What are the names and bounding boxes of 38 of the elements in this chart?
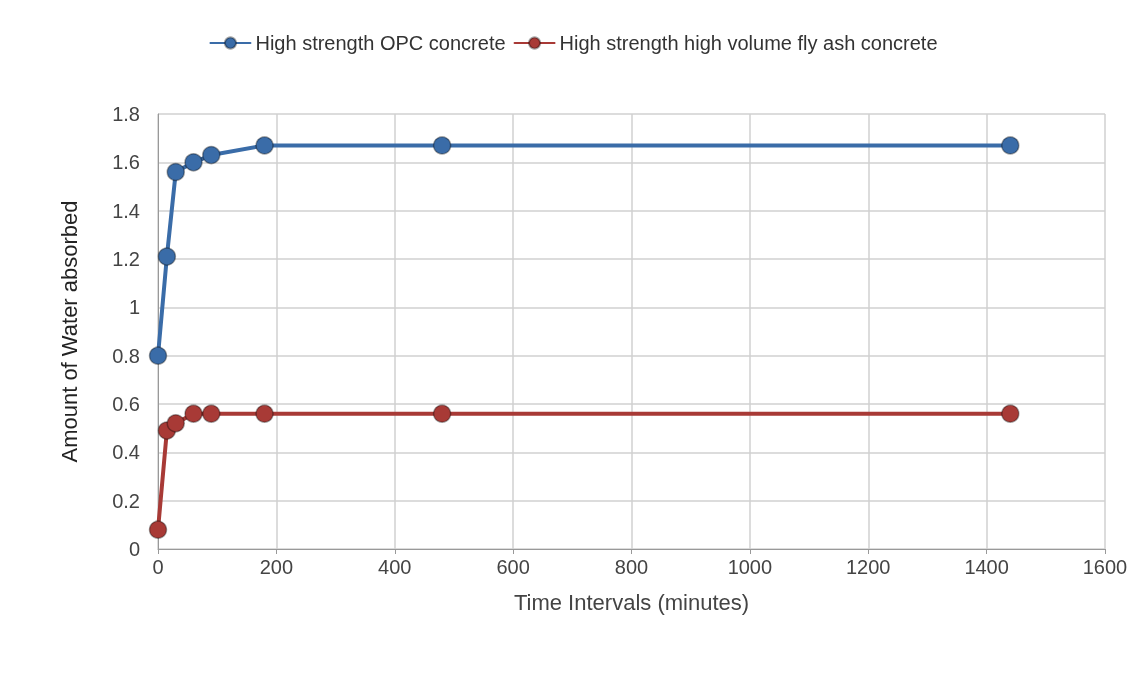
point bbox=[255, 136, 274, 155]
x-tick-label: 1600 bbox=[1082, 556, 1128, 578]
x-tick-label: 1200 bbox=[846, 556, 891, 578]
point bbox=[148, 346, 168, 365]
point bbox=[157, 247, 177, 266]
x-tick-label: 0 bbox=[152, 556, 164, 578]
point bbox=[432, 136, 452, 155]
point bbox=[202, 145, 221, 165]
y-tick-label: 1 bbox=[128, 296, 140, 319]
legend-label: High strength OPC concrete bbox=[255, 32, 506, 54]
y-axis-title: Amount of Water absorbed bbox=[56, 200, 82, 463]
point bbox=[1001, 404, 1020, 423]
y-tick-label: 0 bbox=[128, 538, 140, 560]
y-tick-label: 1.6 bbox=[112, 151, 140, 174]
point bbox=[1001, 136, 1020, 155]
x-axis-title: Time Intervals (minutes) bbox=[513, 589, 750, 615]
x-tick-label: 800 bbox=[614, 556, 649, 578]
y-tick-label: 0.4 bbox=[112, 441, 140, 464]
legend-label: High strength high volume fly ash concrete bbox=[559, 32, 938, 54]
point bbox=[148, 520, 168, 539]
point bbox=[184, 404, 203, 423]
point bbox=[166, 414, 186, 433]
y-tick-label: 1.4 bbox=[112, 199, 140, 222]
x-tick-label: 600 bbox=[496, 556, 530, 578]
point bbox=[184, 153, 203, 172]
y-tick-label: 1.8 bbox=[112, 103, 140, 125]
x-tick-label: 200 bbox=[259, 556, 294, 578]
y-tick-label: 0.2 bbox=[112, 489, 140, 512]
x-tick-label: 1400 bbox=[964, 556, 1009, 578]
point bbox=[166, 162, 186, 182]
y-tick-label: 1.2 bbox=[112, 248, 140, 270]
y-tick-label: 0.6 bbox=[112, 393, 140, 415]
point bbox=[202, 404, 221, 423]
x-tick-label: 400 bbox=[378, 556, 412, 578]
point bbox=[255, 404, 274, 423]
y-tick-label: 0.8 bbox=[112, 344, 140, 367]
x-tick-label: 1000 bbox=[727, 556, 773, 578]
point bbox=[432, 404, 452, 423]
